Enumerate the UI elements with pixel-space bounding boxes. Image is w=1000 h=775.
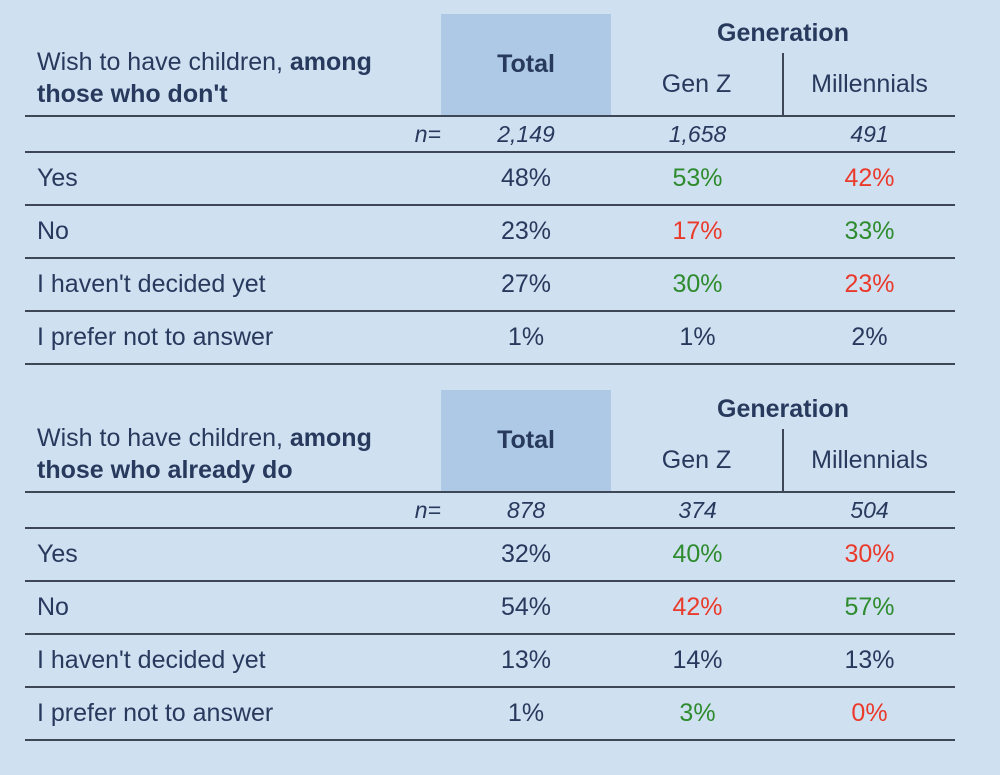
n-millennials: 504 <box>850 496 889 523</box>
value-millennials: 42% <box>844 164 895 192</box>
table-title-regular: Wish to have children, <box>37 48 290 76</box>
n-genz: 1,658 <box>668 120 727 147</box>
total-column-label: Total <box>497 50 555 78</box>
value-total: 54% <box>500 593 552 621</box>
total-column-header: Total <box>441 14 611 115</box>
table-title-bold: among those who don't <box>37 48 372 108</box>
generation-subheaders: Gen Z Millennials <box>611 429 955 491</box>
table-title: Wish to have children, among those who a… <box>25 390 441 491</box>
value-millennials: 57% <box>844 593 895 621</box>
value-genz: 3% <box>679 699 716 727</box>
value-millennials: 30% <box>844 540 895 568</box>
value-total: 1% <box>507 699 545 727</box>
generation-column-group: Generation Gen Z Millennials <box>611 14 955 115</box>
value-genz: 14% <box>672 646 723 674</box>
genz-column-header: Gen Z <box>611 429 784 491</box>
genz-column-header: Gen Z <box>611 53 784 115</box>
value-total: 1% <box>507 323 545 351</box>
n-total: 878 <box>506 496 546 523</box>
generation-subheaders: Gen Z Millennials <box>611 53 955 115</box>
table-row: Yes 48% 53% 42% <box>25 153 955 206</box>
generation-group-label: Generation <box>717 395 849 423</box>
value-genz: 53% <box>672 164 723 192</box>
n-label: n= <box>414 120 441 147</box>
table-title-text: Wish to have children, among those who a… <box>37 422 441 486</box>
table-row: Yes 32% 40% 30% <box>25 529 955 582</box>
value-millennials: 2% <box>851 323 888 351</box>
total-column-label: Total <box>497 426 555 454</box>
value-total: 23% <box>500 217 552 245</box>
n-millennials: 491 <box>850 120 889 147</box>
value-millennials: 23% <box>844 270 895 298</box>
table-title: Wish to have children, among those who d… <box>25 14 441 115</box>
survey-table-dont-have-children: Wish to have children, among those who d… <box>25 14 955 365</box>
value-genz: 1% <box>679 323 716 351</box>
total-column-header: Total <box>441 390 611 491</box>
survey-table-already-have-children: Wish to have children, among those who a… <box>25 390 955 741</box>
n-genz: 374 <box>678 496 717 523</box>
row-label: Yes <box>37 540 78 568</box>
generation-column-group: Generation Gen Z Millennials <box>611 390 955 491</box>
row-label: I haven't decided yet <box>37 270 266 298</box>
value-genz: 17% <box>672 217 723 245</box>
table-header: Wish to have children, among those who d… <box>25 14 955 117</box>
n-total: 2,149 <box>497 120 555 147</box>
table-row: I prefer not to answer 1% 1% 2% <box>25 312 955 365</box>
table-row: No 54% 42% 57% <box>25 582 955 635</box>
value-total: 32% <box>500 540 552 568</box>
table-row: I prefer not to answer 1% 3% 0% <box>25 688 955 741</box>
value-millennials: 0% <box>851 699 888 727</box>
page: Wish to have children, among those who d… <box>25 14 955 741</box>
table-header: Wish to have children, among those who a… <box>25 390 955 493</box>
table-title-bold: among those who already do <box>37 424 372 484</box>
table-row: I haven't decided yet 13% 14% 13% <box>25 635 955 688</box>
row-label: I prefer not to answer <box>37 699 274 727</box>
generation-group-label: Generation <box>717 19 849 47</box>
sample-size-row: n= 2,149 1,658 491 <box>25 117 955 153</box>
value-millennials: 13% <box>844 646 895 674</box>
row-label: No <box>37 593 69 621</box>
value-genz: 40% <box>672 540 723 568</box>
value-millennials: 33% <box>844 217 895 245</box>
value-total: 27% <box>500 270 552 298</box>
table-title-text: Wish to have children, among those who d… <box>37 46 441 110</box>
sample-size-row: n= 878 374 504 <box>25 493 955 529</box>
table-row: No 23% 17% 33% <box>25 206 955 259</box>
value-total: 13% <box>500 646 552 674</box>
row-label: I prefer not to answer <box>37 323 274 351</box>
row-label: I haven't decided yet <box>37 646 266 674</box>
millennials-column-header: Millennials <box>811 445 928 474</box>
value-genz: 42% <box>672 593 723 621</box>
table-title-regular: Wish to have children, <box>37 424 290 452</box>
value-genz: 30% <box>672 270 723 298</box>
value-total: 48% <box>500 164 552 192</box>
table-row: I haven't decided yet 27% 30% 23% <box>25 259 955 312</box>
n-label: n= <box>414 496 441 523</box>
row-label: No <box>37 217 69 245</box>
millennials-column-header: Millennials <box>811 69 928 98</box>
row-label: Yes <box>37 164 78 192</box>
